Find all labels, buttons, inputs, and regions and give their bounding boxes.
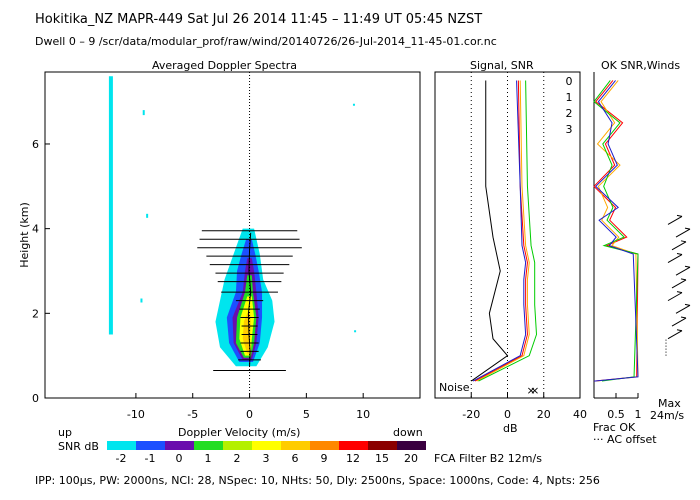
x-tick-label: 5 — [303, 408, 310, 421]
colorbar-label: SNR dB — [58, 440, 99, 453]
wind-arrow — [675, 304, 691, 314]
wind-arrow — [671, 317, 687, 327]
wind-arrow — [671, 279, 687, 289]
colorbar-tick-label: 20 — [404, 452, 418, 465]
ac-offset-label: ··· AC offset — [593, 433, 657, 446]
wind-arrow — [667, 215, 683, 225]
colorbar-swatch — [136, 441, 165, 450]
series-0 — [474, 80, 528, 382]
x-axis-label: Doppler Velocity (m/s) — [178, 426, 301, 439]
colorbar-tick-label: 9 — [321, 452, 328, 465]
colorbar-tick-label: 3 — [263, 452, 270, 465]
db-label: dB — [503, 422, 518, 435]
x-tick-label: 1 — [635, 408, 642, 421]
max-label: Max — [658, 397, 681, 410]
colorbar-swatch — [194, 441, 223, 450]
colorbar-tick-label: 2 — [234, 452, 241, 465]
noise-marker: × — [530, 384, 539, 397]
filter-label: FCA Filter B2 12m/s — [434, 452, 542, 465]
speck — [352, 103, 355, 106]
panel3-title: OK SNR,Winds — [601, 59, 681, 72]
frac-ok-series-2 — [593, 80, 639, 382]
y-axis-label: Height (km) — [18, 202, 31, 268]
wind-arrow-head — [684, 265, 691, 268]
series-3 — [472, 80, 527, 382]
panel2-title: Signal, SNR — [470, 59, 534, 72]
wind-arrow — [675, 228, 691, 238]
x-tick-label: 40 — [573, 408, 587, 421]
colorbar-tick-label: 1 — [205, 452, 212, 465]
frac-ok-label: Frac OK — [593, 421, 636, 434]
wind-arrow-head — [680, 316, 687, 319]
legend-entry: 2 — [566, 107, 573, 120]
wind-arrow-head — [680, 278, 687, 281]
noise-label: Noise — [439, 381, 470, 394]
speck — [354, 330, 357, 333]
series-signal — [470, 80, 509, 382]
y-tick-label: 4 — [32, 223, 39, 236]
wind-arrow-head — [680, 240, 687, 243]
speck — [142, 110, 145, 116]
colorbar-swatch — [368, 441, 397, 450]
y-tick-label: 6 — [32, 138, 39, 151]
x-tick-label: 20 — [537, 408, 551, 421]
colorbar-swatch — [310, 441, 339, 450]
series-2 — [478, 80, 538, 382]
frac-ok-series-1 — [596, 80, 639, 382]
colorbar-swatch — [165, 441, 194, 450]
x-tick-label: -20 — [462, 408, 480, 421]
wind-arrow-head — [676, 253, 683, 256]
page-title: Hokitika_NZ MAPR-449 Sat Jul 26 2014 11:… — [35, 12, 483, 27]
x-tick-label: 0 — [504, 408, 511, 421]
frac-ok-series-0 — [593, 80, 639, 382]
speck — [140, 298, 143, 303]
colorbar-tick-label: -1 — [145, 452, 156, 465]
wind-arrow-head — [676, 214, 683, 217]
legend-entry: 3 — [566, 123, 573, 136]
x-tick-label: 0 — [246, 408, 253, 421]
wind-arrow — [671, 241, 687, 251]
up-label: up — [58, 426, 72, 439]
colorbar-swatch — [223, 441, 252, 450]
wind-arrow-head — [676, 329, 683, 332]
colorbar-tick-label: -2 — [116, 452, 127, 465]
legend-entry: 0 — [566, 75, 573, 88]
mean-velocity-line — [247, 232, 252, 367]
colorbar-swatch — [339, 441, 368, 450]
down-label: down — [393, 426, 423, 439]
frac-ok-series-3 — [594, 80, 639, 382]
speck — [146, 213, 149, 218]
wind-arrow — [675, 266, 691, 276]
wind-arrow — [667, 254, 683, 263]
dwell-path: Dwell 0 – 9 /scr/data/modular_prof/raw/w… — [35, 35, 497, 48]
colorbar-tick-label: 6 — [292, 452, 299, 465]
x-tick-label: -10 — [127, 408, 145, 421]
residual-strip — [108, 76, 113, 335]
series-1 — [476, 80, 530, 382]
wind-arrow-head — [676, 291, 683, 294]
colorbar-tick-label: 0 — [176, 452, 183, 465]
wind-arrow — [667, 292, 683, 302]
radar-params: IPP: 100μs, PW: 2000ns, NCI: 28, NSpec: … — [35, 474, 600, 487]
wind-arrow-head — [684, 303, 691, 306]
panel1-title: Averaged Doppler Spectra — [152, 59, 298, 72]
noise-marker: × — [526, 384, 535, 397]
colorbar-tick-label: 12 — [346, 452, 360, 465]
legend-entry: 1 — [566, 91, 573, 104]
wind-arrow — [667, 330, 683, 340]
panel1-frame — [44, 71, 421, 399]
colorbar-swatch — [397, 441, 426, 450]
wind-arrow-head — [684, 227, 691, 230]
colorbar-swatch — [281, 441, 310, 450]
colorbar-swatch — [252, 441, 281, 450]
x-tick-label: 10 — [356, 408, 370, 421]
y-tick-label: 2 — [32, 307, 39, 320]
x-tick-label: 0.5 — [607, 408, 625, 421]
x-tick-label: -5 — [187, 408, 198, 421]
colorbar-tick-label: 15 — [375, 452, 389, 465]
max-speed-label: 24m/s — [650, 409, 685, 422]
colorbar-swatch — [107, 441, 136, 450]
y-tick-label: 0 — [32, 392, 39, 405]
